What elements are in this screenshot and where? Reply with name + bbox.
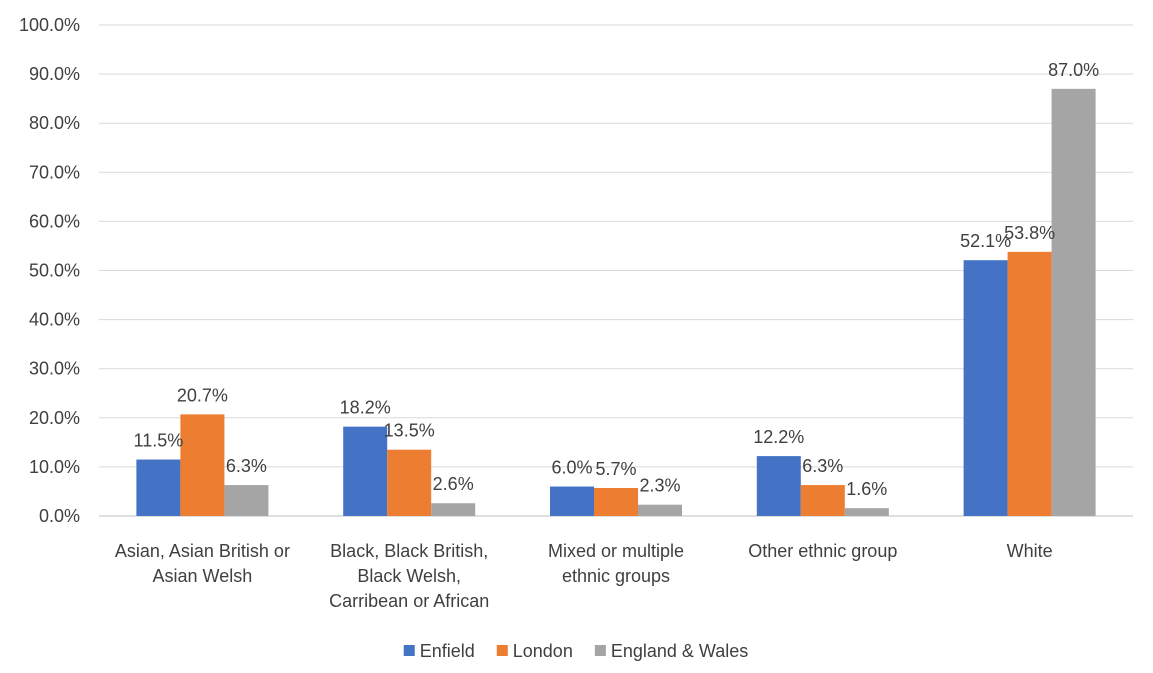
y-tick-label: 20.0% (29, 408, 80, 428)
legend-label: London (513, 641, 573, 661)
y-tick-label: 10.0% (29, 457, 80, 477)
data-label: 52.1% (960, 231, 1011, 251)
x-category-label: Other ethnic group (748, 541, 897, 561)
bar-london (800, 485, 845, 516)
x-category-label: Asian Welsh (153, 566, 253, 586)
bar-england-wales (638, 504, 682, 516)
bar-london (180, 414, 225, 516)
bar-enfield (550, 486, 594, 516)
y-axis-tick-labels: 0.0% 10.0% 20.0% 30.0% 40.0% 50.0% 60.0% 70.0% 8… (19, 15, 80, 526)
bar-enfield (756, 456, 801, 516)
legend-item: England & Wales (594, 641, 748, 661)
bars (136, 88, 1096, 517)
data-label: 20.7% (177, 385, 228, 405)
x-category-label: White (1007, 541, 1053, 561)
y-tick-label: 0.0% (39, 506, 80, 526)
data-label: 13.5% (384, 421, 435, 441)
y-tick-label: 40.0% (29, 310, 80, 330)
y-tick-label: 100.0% (19, 15, 80, 35)
bar-england-wales (1051, 88, 1096, 516)
data-label: 6.3% (802, 456, 843, 476)
y-tick-label: 70.0% (29, 162, 80, 182)
data-label: 1.6% (846, 479, 887, 499)
legend-label: England & Wales (611, 641, 748, 661)
gridlines (99, 24, 1133, 517)
data-label: 53.8% (1004, 223, 1055, 243)
legend-swatch (496, 645, 508, 656)
data-label: 6.0% (551, 458, 592, 478)
x-category-label: Asian, Asian British or (115, 541, 290, 561)
x-category-label: Carribean or African (329, 591, 489, 611)
bar-london (594, 488, 638, 516)
data-label: 6.3% (226, 456, 267, 476)
data-label: 11.5% (134, 431, 184, 451)
y-tick-label: 90.0% (29, 64, 80, 84)
bar-enfield (343, 426, 388, 516)
data-label: 87.0% (1048, 60, 1099, 80)
legend-swatch (594, 645, 606, 656)
legend-item: London (496, 641, 573, 661)
data-label: 2.3% (639, 476, 680, 496)
data-label: 2.6% (433, 474, 474, 494)
x-category-label: ethnic groups (562, 566, 670, 586)
y-tick-label: 80.0% (29, 113, 80, 133)
y-tick-label: 30.0% (29, 359, 80, 379)
data-label: 5.7% (595, 459, 636, 479)
bar-england-wales (224, 485, 269, 516)
data-label: 12.2% (753, 427, 804, 447)
legend: Enfield London England & Wales (403, 641, 748, 661)
data-labels: 11.5% 18.2% 6.0% 12.2% 52.1% 20.7% 13.5% 5.7% 6.… (134, 60, 1100, 499)
y-tick-label: 60.0% (29, 211, 80, 231)
x-category-label: Black Welsh, (357, 566, 461, 586)
x-axis-category-labels: Asian, Asian British or Asian Welsh Black,… (115, 541, 1053, 611)
bar-london (387, 449, 432, 516)
legend-item: Enfield (403, 641, 475, 661)
bar-england-wales (431, 503, 476, 516)
bar-enfield (136, 459, 181, 516)
data-label: 18.2% (340, 398, 391, 418)
bar-enfield (963, 260, 1008, 516)
legend-label: Enfield (420, 641, 475, 661)
x-category-label: Mixed or multiple (548, 541, 684, 561)
legend-swatch (403, 645, 415, 656)
x-category-label: Black, Black British, (330, 541, 488, 561)
bar-england-wales (844, 508, 889, 516)
y-tick-label: 50.0% (29, 261, 80, 281)
bar-london (1007, 251, 1052, 517)
